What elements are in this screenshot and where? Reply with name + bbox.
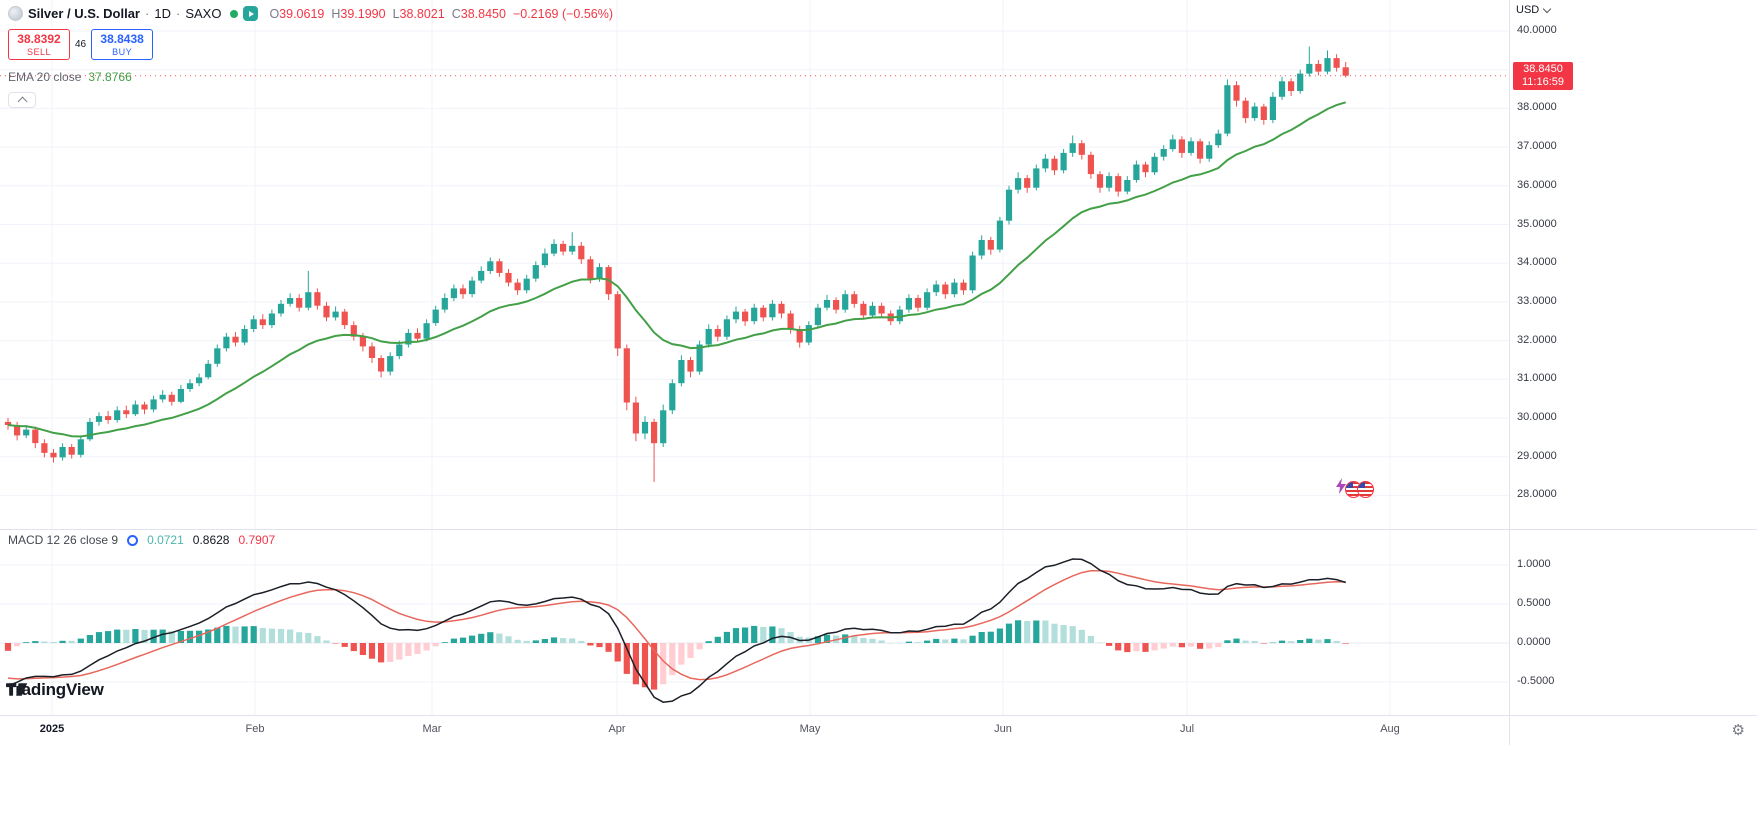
last-price-label: 38.8450 11:16:59 (1513, 61, 1573, 90)
price-tick-label: 29.0000 (1517, 449, 1557, 462)
buy-label: BUY (112, 46, 133, 57)
buy-price: 38.8438 (100, 32, 144, 46)
time-tick-label: May (799, 723, 821, 735)
price-tick-label: 34.0000 (1517, 256, 1557, 269)
macd-pane[interactable]: MACD 12 26 close 9 0.0721 0.8628 0.7907 … (0, 530, 1509, 715)
symbol-title[interactable]: Silver / U.S. Dollar (28, 6, 140, 21)
flag-bubbles[interactable] (1344, 481, 1374, 498)
trade-panel: 38.8392 SELL 46 38.8438 BUY (8, 29, 613, 61)
pane-divider[interactable] (0, 529, 1757, 530)
candlestick-chart[interactable] (0, 0, 1509, 529)
price-axis[interactable]: USD 38.8450 11:16:59 40.000039.000038.00… (1509, 0, 1757, 715)
macd-legend[interactable]: MACD 12 26 close 9 0.0721 0.8628 0.7907 (8, 533, 275, 547)
time-axis[interactable]: 2025 Feb Mar Apr May Jun Jul Aug (0, 715, 1509, 746)
sell-button[interactable]: 38.8392 SELL (8, 29, 70, 61)
sell-label: SELL (26, 46, 52, 57)
bar-countdown: 11:16:59 (1521, 75, 1564, 88)
sell-price: 38.8392 (17, 32, 61, 46)
play-icon (249, 10, 255, 17)
tradingview-logo[interactable]: TradingView (6, 680, 104, 700)
price-tick-label: 38.0000 (1517, 101, 1557, 114)
time-tick-label: Jun (994, 723, 1012, 735)
ema-value: 37.8766 (88, 70, 132, 85)
chart-legend: Silver / U.S. Dollar · 1D · SAXO O 39.061… (8, 5, 613, 109)
currency-button[interactable]: USD (1516, 4, 1552, 16)
tradingview-logo-text: TradingView (6, 680, 104, 699)
price-tick-label: 31.0000 (1517, 372, 1557, 385)
buy-button[interactable]: 38.8438 BUY (91, 29, 154, 61)
macd-tick-label: -0.5000 (1517, 675, 1555, 687)
change-value: −0.2169 (−0.56%) (512, 6, 614, 21)
symbol-logo-icon (8, 6, 23, 21)
macd-label: MACD 12 26 close 9 (8, 533, 119, 547)
market-status-icon (230, 9, 239, 18)
stream-icon[interactable] (243, 6, 259, 21)
last-price-value: 38.8450 (1523, 62, 1563, 75)
open-value: 39.0619 (279, 6, 325, 21)
price-tick-label: 33.0000 (1517, 294, 1557, 307)
open-label: O (269, 6, 280, 21)
price-tick-label: 32.0000 (1517, 333, 1557, 346)
ohlc-values: O 39.0619 H 39.1990 L 38.8021 C 38.8450 (269, 7, 506, 21)
interval-label[interactable]: 1D (154, 6, 171, 21)
lightning-icon[interactable] (1334, 478, 1348, 494)
symbol-row: Silver / U.S. Dollar · 1D · SAXO O 39.061… (8, 5, 613, 22)
chevron-down-icon (1542, 4, 1552, 13)
tradingview-logo-icon (6, 683, 28, 696)
ema-legend[interactable]: EMA 20 close 37.8766 (8, 70, 613, 84)
price-tick-label: 35.0000 (1517, 217, 1557, 230)
chevron-up-icon (17, 96, 27, 107)
price-tick-label: 37.0000 (1517, 140, 1557, 153)
us-flag-icon[interactable] (1356, 481, 1374, 498)
macd-source-icon (127, 534, 139, 546)
price-tick-label: 40.0000 (1517, 24, 1557, 36)
separator: · (175, 6, 181, 21)
macd-tick-label: 0.0000 (1517, 636, 1551, 648)
separator: · (145, 6, 150, 21)
spread-value: 46 (75, 39, 87, 51)
time-tick-label: Mar (422, 723, 442, 735)
collapse-pane-button[interactable] (8, 92, 36, 109)
time-tick-label: Feb (245, 723, 265, 735)
high-value: 39.1990 (340, 6, 386, 21)
price-pane[interactable]: Silver / U.S. Dollar · 1D · SAXO O 39.061… (0, 0, 1509, 529)
axis-corner: ⚙ (1509, 715, 1757, 745)
idea-bubbles[interactable] (1334, 478, 1384, 498)
macd-line-value: 0.8628 (192, 533, 230, 547)
price-tick-label: 28.0000 (1517, 488, 1557, 501)
macd-line (7, 558, 1346, 703)
macd-histogram (4, 620, 1349, 690)
close-label: C (451, 6, 461, 21)
close-value: 38.8450 (460, 6, 506, 21)
macd-histogram-value: 0.0721 (147, 533, 184, 547)
macd-tick-label: 0.5000 (1517, 597, 1551, 609)
low-label: L (392, 6, 400, 21)
candlestick-series (4, 46, 1349, 482)
macd-tick-label: 1.0000 (1517, 558, 1551, 570)
price-tick-label: 30.0000 (1517, 411, 1557, 423)
axis-settings-gear-icon[interactable]: ⚙ (1731, 722, 1745, 739)
macd-chart[interactable] (0, 530, 1509, 715)
low-value: 38.8021 (399, 6, 445, 21)
macd-signal-value: 0.7907 (238, 533, 276, 547)
time-tick-label: Jul (1179, 723, 1195, 735)
high-label: H (331, 6, 341, 21)
ema-line (7, 101, 1346, 438)
time-tick-label: 2025 (39, 723, 65, 735)
price-tick-label: 36.0000 (1517, 178, 1557, 191)
currency-label: USD (1516, 4, 1540, 16)
ema-label: EMA 20 close (8, 70, 82, 85)
exchange-label[interactable]: SAXO (185, 6, 222, 21)
time-tick-label: Aug (1380, 723, 1400, 735)
macd-signal-line (7, 569, 1346, 681)
time-tick-label: Apr (608, 723, 626, 735)
